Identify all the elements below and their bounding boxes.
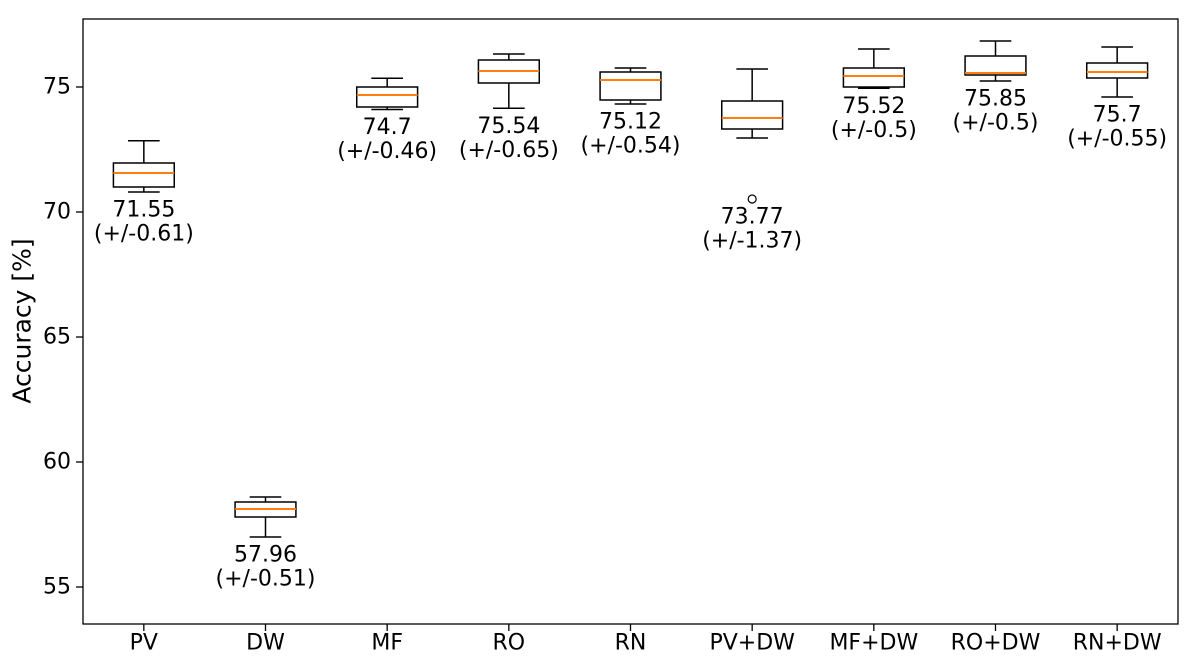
annotation-std-RO+DW: (+/-0.5) xyxy=(953,111,1039,136)
box-RN+DW xyxy=(1086,62,1149,79)
x-tick-label-MF+DW: MF+DW xyxy=(829,631,918,656)
x-tick-label-RN: RN xyxy=(615,631,647,656)
annotation-mean-MF: 74.7 xyxy=(363,115,412,140)
annotation-mean-PV+DW: 73.77 xyxy=(721,205,784,230)
y-tick-label-65: 65 xyxy=(43,325,71,350)
x-tick-label-PV+DW: PV+DW xyxy=(709,631,795,656)
box-RN xyxy=(599,71,662,101)
y-axis-label: Accuracy [%] xyxy=(7,238,37,404)
annotation-mean-RO+DW: 75.85 xyxy=(964,87,1027,112)
y-tick-label-75: 75 xyxy=(43,75,71,100)
annotation-mean-RO: 75.54 xyxy=(477,114,540,139)
annotation-std-PV+DW: (+/-1.37) xyxy=(702,229,802,254)
y-tick-label-55: 55 xyxy=(43,575,71,600)
annotation-std-MF+DW: (+/-0.5) xyxy=(831,118,917,143)
annotation-std-MF: (+/-0.46) xyxy=(337,139,437,164)
annotation-std-RO: (+/-0.65) xyxy=(459,138,559,163)
x-tick-label-DW: DW xyxy=(246,631,285,656)
box-PV xyxy=(112,162,175,188)
annotation-mean-MF+DW: 75.52 xyxy=(842,94,905,119)
box-MF+DW xyxy=(842,67,906,88)
annotation-std-RN+DW: (+/-0.55) xyxy=(1067,127,1167,152)
box-MF xyxy=(356,86,419,108)
x-tick-label-RN+DW: RN+DW xyxy=(1073,631,1162,656)
annotation-std-DW: (+/-0.51) xyxy=(216,567,316,592)
outlier-marker-PV+DW xyxy=(747,194,757,204)
annotation-std-RN: (+/-0.54) xyxy=(581,134,681,159)
annotation-mean-PV: 71.55 xyxy=(112,198,175,223)
x-tick-label-PV: PV xyxy=(130,631,158,656)
y-tick-label-60: 60 xyxy=(43,450,71,475)
annotation-mean-RN: 75.12 xyxy=(599,110,662,135)
annotation-std-PV: (+/-0.61) xyxy=(94,222,194,247)
x-tick-label-RO: RO xyxy=(493,631,526,656)
box-RO+DW xyxy=(964,55,1027,76)
annotation-mean-DW: 57.96 xyxy=(234,543,297,568)
box-PV+DW xyxy=(721,100,784,130)
x-tick-label-RO+DW: RO+DW xyxy=(951,631,1041,656)
x-tick-label-MF: MF xyxy=(371,631,403,656)
y-tick-label-70: 70 xyxy=(43,200,71,225)
annotation-mean-RN+DW: 75.7 xyxy=(1093,103,1142,128)
